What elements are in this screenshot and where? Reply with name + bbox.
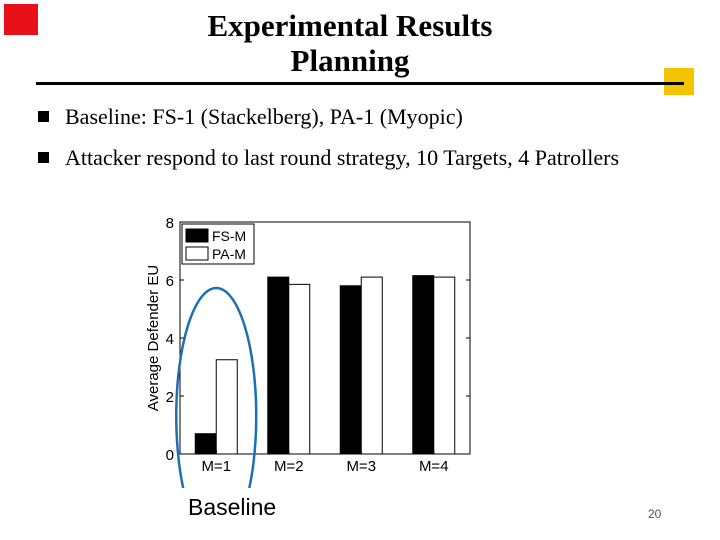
bar-pa-m-m3: [360, 276, 383, 455]
bullet-item-2: Attacker respond to last round strategy,…: [38, 145, 619, 171]
title-underline: [36, 82, 684, 85]
bar-fs-m-m1: [194, 433, 217, 455]
y-tick-label: 8: [166, 215, 174, 232]
y-axis-label: Average Defender EU: [145, 265, 162, 411]
legend-label-pa-m: PA-M: [212, 246, 246, 262]
legend-label-fs-m: FS-M: [212, 228, 246, 244]
y-tick-label: 6: [166, 273, 174, 290]
legend-box: [181, 223, 255, 265]
red-accent-square: [4, 4, 38, 35]
bullet-square-icon: [38, 152, 49, 163]
slide-title: Experimental Results Planning: [80, 8, 620, 78]
title-line-1: Experimental Results: [207, 8, 493, 43]
baseline-circle: [175, 286, 258, 488]
bullet-square-icon: [38, 111, 49, 122]
bar-fs-m-m2: [267, 276, 290, 455]
x-tick-label: M=2: [274, 458, 304, 475]
page-number: 20: [648, 507, 662, 521]
title-line-2: Planning: [290, 43, 410, 78]
bullet-text-1: Baseline: FS-1 (Stackelberg), PA-1 (Myop…: [65, 104, 463, 129]
bar-fs-m-m3: [339, 285, 362, 455]
bullet-text-2: Attacker respond to last round strategy,…: [65, 145, 620, 170]
x-tick-label: M=3: [346, 458, 376, 475]
y-tick-label: 2: [166, 389, 174, 406]
legend-swatch-fs-m: [185, 228, 209, 243]
y-tick-label: 0: [166, 447, 174, 464]
bar-pa-m-m2: [288, 283, 311, 455]
legend-swatch-pa-m: [185, 246, 209, 261]
yellow-accent-square: [664, 68, 694, 95]
bar-fs-m-m4: [412, 275, 435, 455]
x-tick-label: M=1: [201, 458, 231, 475]
bar-pa-m-m4: [433, 276, 456, 455]
y-tick-label: 4: [166, 331, 174, 348]
bar-pa-m-m1: [215, 359, 238, 455]
baseline-annotation: Baseline: [188, 494, 277, 520]
x-tick-label: M=4: [419, 458, 449, 475]
bar-chart: 0 2 4 6 8 Average Defender EU M=1 M=2 M=3 M=4 FS-M…: [145, 215, 471, 488]
bullet-item-1: Baseline: FS-1 (Stackelberg), PA-1 (Myop…: [38, 104, 463, 130]
